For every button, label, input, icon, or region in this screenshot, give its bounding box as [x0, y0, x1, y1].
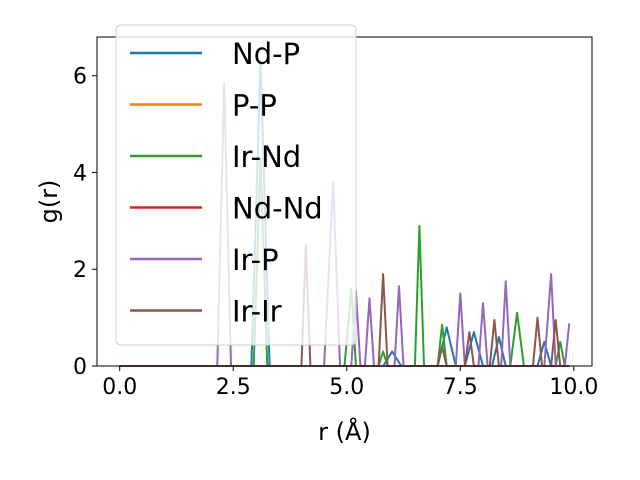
y-tick-label: 2	[73, 258, 87, 283]
legend: Nd-P P-P Ir-Nd Nd-Nd Ir-P Ir-Ir	[115, 24, 357, 346]
x-tick-label: 0.0	[102, 375, 137, 400]
legend-label: Ir-Nd	[232, 140, 301, 174]
x-tick-label: 5.0	[329, 375, 364, 400]
x-tick-label: 2.5	[216, 375, 251, 400]
x-axis-label: r (Å)	[318, 417, 371, 446]
y-axis-ticks: 0 2 4 6	[73, 65, 97, 380]
y-tick-label: 4	[73, 161, 87, 186]
legend-label: Nd-P	[232, 37, 300, 71]
y-tick-label: 6	[73, 65, 87, 90]
x-tick-label: 7.5	[443, 375, 478, 400]
x-tick-label: 10.0	[549, 375, 598, 400]
legend-label: Ir-P	[232, 243, 279, 277]
x-axis-ticks: 0.0 2.5 5.0 7.5 10.0	[102, 366, 598, 400]
legend-label: Nd-Nd	[232, 192, 323, 226]
legend-label: P-P	[232, 89, 277, 123]
y-tick-label: 0	[73, 355, 87, 380]
legend-label: Ir-Ir	[232, 295, 282, 329]
y-axis-label: g(r)	[35, 180, 63, 224]
